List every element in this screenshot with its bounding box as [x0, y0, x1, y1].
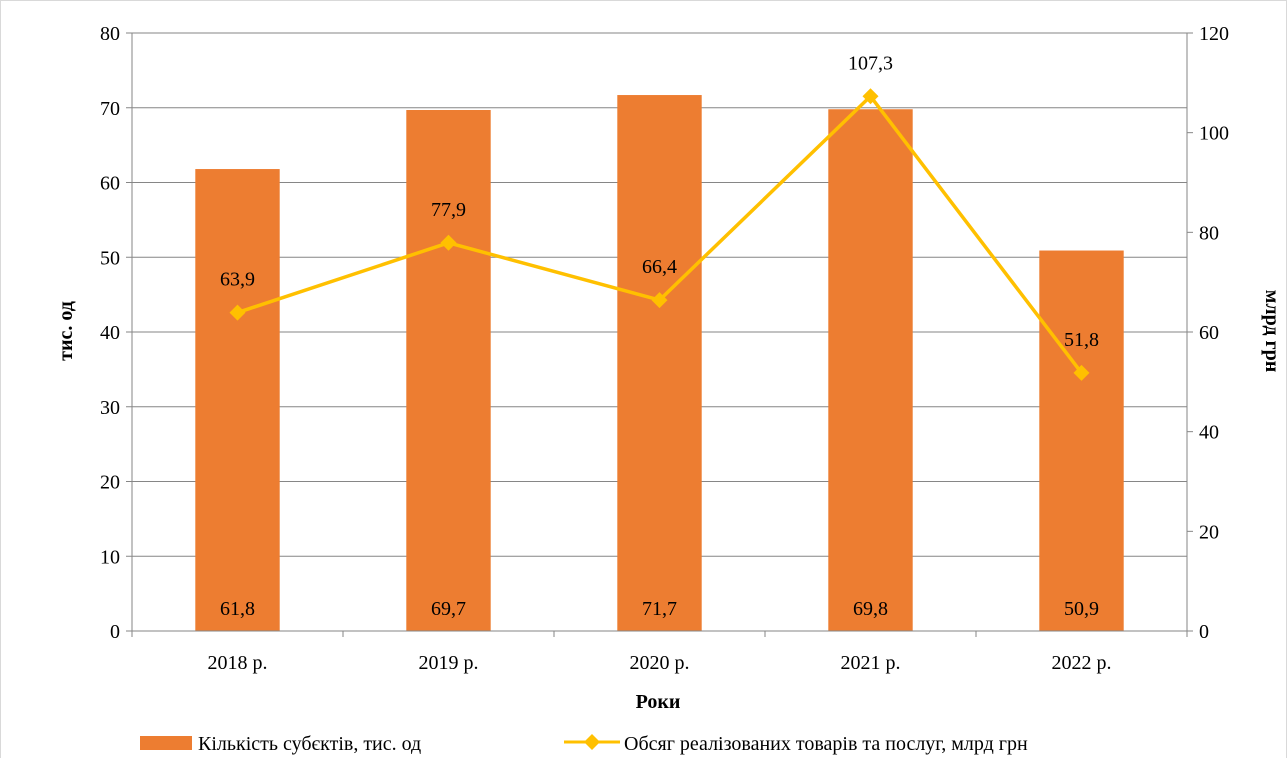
- y2-tick-label: 100: [1199, 123, 1229, 145]
- line-point-marker: [1073, 364, 1090, 381]
- tick-labels: 0 10 20 30 40 50 60 70 80 0 20 40 60 80 100 120 2018 р. 2…: [100, 23, 1229, 674]
- y-tick-label: 80: [100, 23, 120, 45]
- y2-tick-label: 20: [1199, 521, 1219, 543]
- x-tick-label: 2022 р.: [1052, 652, 1112, 674]
- x-axis-title: Роки: [636, 691, 681, 713]
- y2-tick-label: 60: [1199, 322, 1219, 344]
- line-point-marker: [651, 292, 668, 309]
- line-point-marker: [862, 88, 879, 105]
- legend-bar-swatch: [140, 736, 192, 750]
- bar-series: [195, 95, 1124, 632]
- line-value-label: 66,4: [642, 256, 677, 278]
- line-value-label: 51,8: [1064, 329, 1099, 351]
- y-tick-label: 0: [110, 621, 120, 643]
- line-point-marker: [229, 304, 246, 321]
- y2-tick-label: 120: [1199, 23, 1229, 45]
- legend-line-label: Обсяг реалізованих товарів та послуг, мл…: [624, 733, 1028, 755]
- y-tick-label: 30: [100, 397, 120, 419]
- line-value-label: 63,9: [220, 269, 255, 291]
- y-tick-label: 70: [100, 98, 120, 120]
- legend: Кількість субєктів, тис. од Обсяг реаліз…: [140, 733, 1028, 755]
- bar: [406, 109, 491, 632]
- y2-axis-title: млрд грн: [1261, 290, 1283, 373]
- line-point-marker: [440, 234, 457, 251]
- x-tick-label: 2020 р.: [630, 652, 690, 674]
- y2-tick-label: 40: [1199, 422, 1219, 444]
- bar: [617, 95, 702, 632]
- bar: [1039, 250, 1124, 631]
- y-tick-label: 60: [100, 173, 120, 195]
- y-tick-label: 10: [100, 546, 120, 568]
- axes: [126, 32, 1193, 637]
- line-series: [229, 88, 1090, 381]
- y-tick-label: 50: [100, 247, 120, 269]
- bar-value-label: 61,8: [220, 598, 255, 620]
- legend-line-marker: [584, 734, 600, 750]
- y-tick-label: 40: [100, 322, 120, 344]
- bar-value-label: 50,9: [1064, 598, 1099, 620]
- x-tick-label: 2018 р.: [208, 652, 268, 674]
- line-value-label: 107,3: [848, 52, 893, 74]
- bar-value-label: 69,8: [853, 598, 888, 620]
- y-tick-label: 20: [100, 472, 120, 494]
- bar-value-label: 71,7: [642, 598, 677, 620]
- bar: [828, 109, 913, 632]
- bar: [195, 169, 280, 632]
- y2-tick-label: 0: [1199, 621, 1209, 643]
- data-labels: 61,8 69,7 71,7 69,8 50,9 63,9 77,9 66,4 107,3 51,…: [220, 52, 1099, 620]
- y-axis-title: тис. од: [55, 301, 77, 361]
- x-tick-label: 2019 р.: [419, 652, 479, 674]
- x-tick-label: 2021 р.: [841, 652, 901, 674]
- line-value-label: 77,9: [431, 199, 466, 221]
- y2-tick-label: 80: [1199, 222, 1219, 244]
- bar-value-label: 69,7: [431, 598, 466, 620]
- legend-bar-label: Кількість субєктів, тис. од: [198, 733, 421, 755]
